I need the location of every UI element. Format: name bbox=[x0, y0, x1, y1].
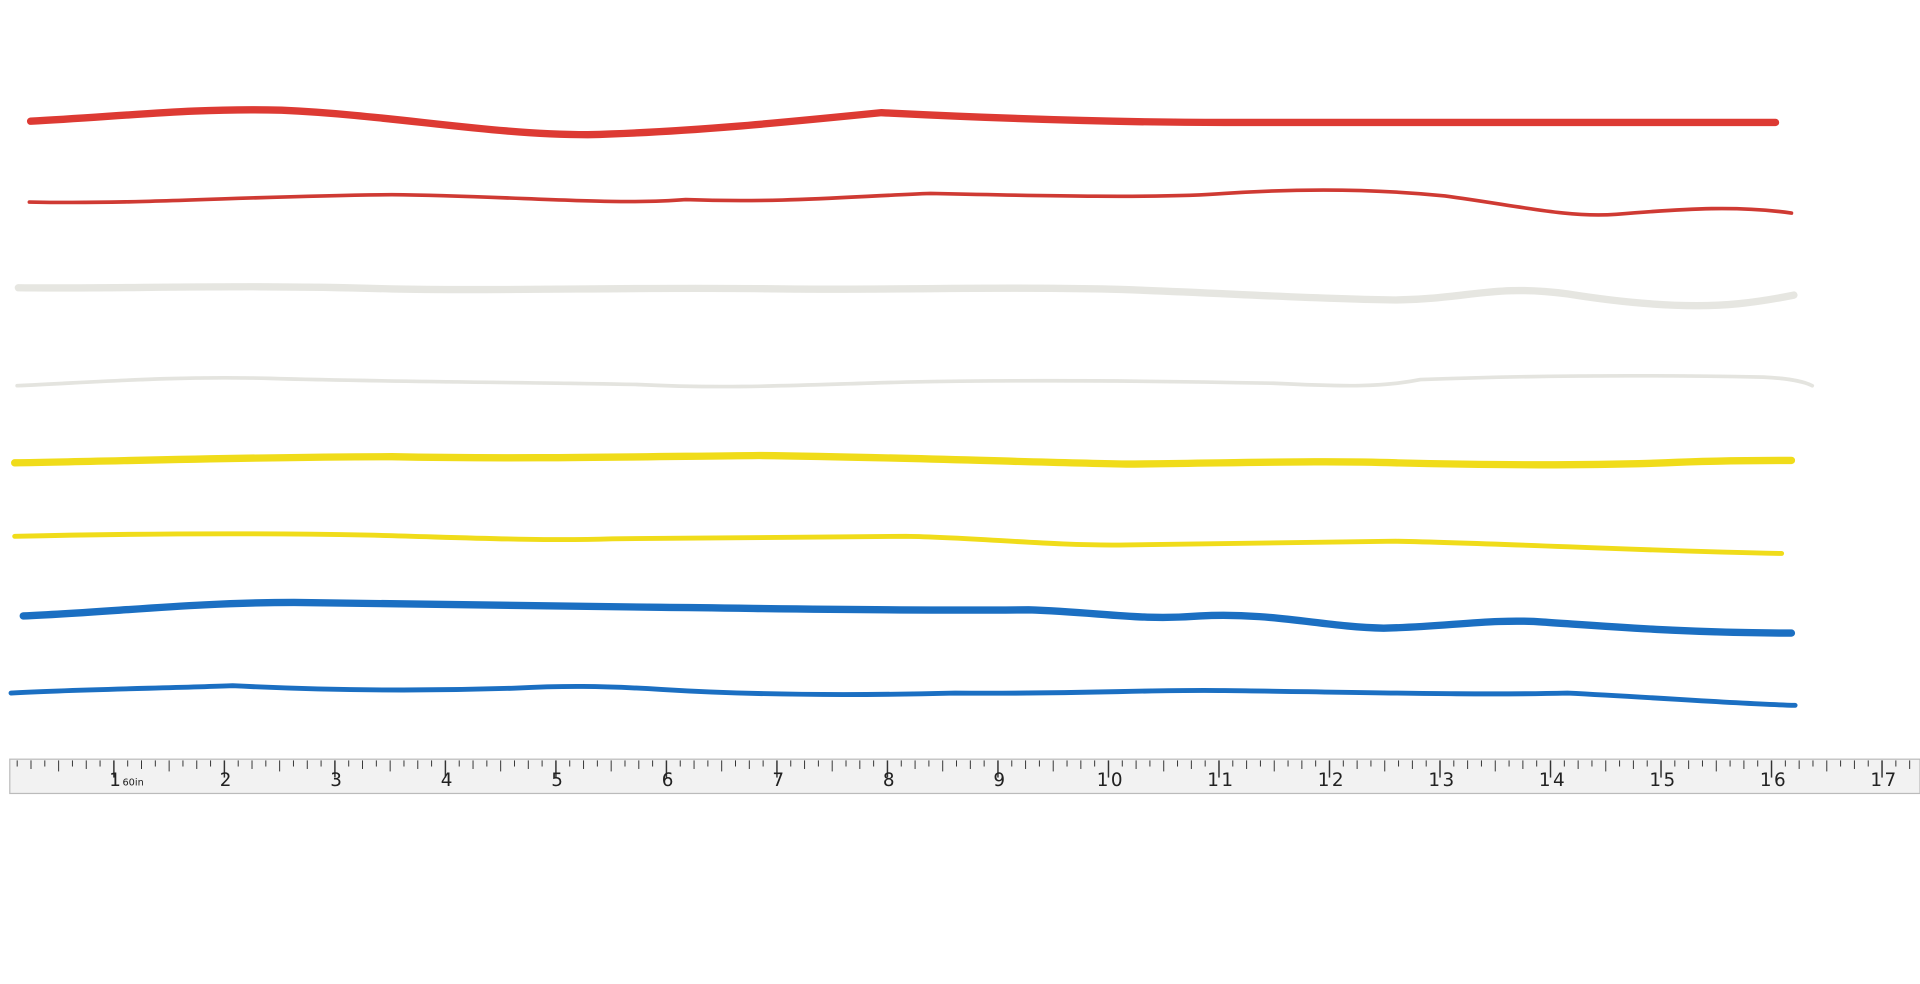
tape-label: 11 bbox=[1207, 770, 1235, 791]
tape-label: 10 bbox=[1097, 770, 1125, 791]
yellow-cord-thin bbox=[12, 531, 1785, 556]
tape-label: 13 bbox=[1428, 770, 1456, 791]
red-cord-thick bbox=[26, 106, 1780, 139]
tape-label: 7 bbox=[772, 770, 786, 791]
tape-label: 9 bbox=[993, 770, 1007, 791]
tape-label: 8 bbox=[883, 770, 897, 791]
tape-label: 14 bbox=[1539, 770, 1567, 791]
blue-cord-thick bbox=[19, 598, 1796, 637]
tape-label: 2 bbox=[220, 770, 234, 791]
tape-label: 5 bbox=[551, 770, 565, 791]
white-cord-thin bbox=[15, 374, 1815, 389]
tape-label: 12 bbox=[1318, 770, 1346, 791]
tape-label: 17 bbox=[1870, 770, 1898, 791]
tape-label: 6 bbox=[662, 770, 676, 791]
yellow-cord-thick bbox=[11, 451, 1796, 469]
tape-label: 16 bbox=[1760, 770, 1788, 791]
tape-label: 1 bbox=[109, 770, 123, 791]
tape-measure: 1 60in 2 3 4 5 6 7 8 9 10 11 12 13 14 15 16 17 bbox=[9, 758, 1920, 795]
tape-unit: 60in bbox=[122, 777, 143, 788]
blue-cord-thin bbox=[8, 683, 1798, 708]
tape-label: 4 bbox=[441, 770, 455, 791]
white-cord-thick bbox=[14, 283, 1798, 310]
red-cord-thin bbox=[27, 188, 1794, 217]
tape-label: 3 bbox=[330, 770, 344, 791]
tape-label: 15 bbox=[1649, 770, 1677, 791]
tape-body bbox=[9, 758, 1920, 795]
